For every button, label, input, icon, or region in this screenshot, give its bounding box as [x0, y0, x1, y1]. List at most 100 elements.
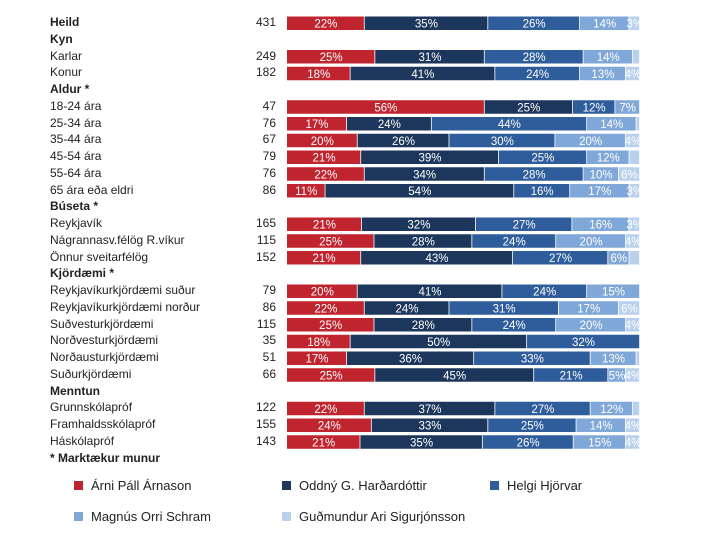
bar-segment: [287, 368, 375, 382]
bar-segment: [629, 251, 640, 265]
bar-value-label: 27%: [531, 404, 554, 416]
bar-value-label: 11%: [295, 186, 317, 198]
bar-value-label: 39%: [418, 153, 441, 165]
bar-value-label: 22%: [314, 303, 337, 315]
bar-value-label: 20%: [311, 136, 334, 148]
bar-segment: [502, 284, 587, 298]
bar-segment: [287, 167, 364, 181]
bar-segment: [287, 418, 371, 432]
row-label: 35-44 ára: [50, 132, 102, 147]
legend-swatch: [74, 481, 83, 490]
bar-segment: [287, 334, 350, 349]
bar-segment: [475, 217, 572, 231]
bar-segment: [608, 368, 626, 382]
legend-swatch: [490, 481, 499, 490]
bar-value-label: 21%: [560, 370, 583, 382]
row-label: Kyn: [50, 31, 73, 46]
bar-segment: [361, 217, 476, 231]
bar-value-label: 6%: [621, 303, 638, 315]
legend-item: Guðmundur Ari Sigurjónsson: [282, 509, 465, 524]
bar-value-label: 32%: [407, 220, 430, 232]
legend-item: Oddný G. Harðardóttir: [282, 478, 427, 493]
bar-segment: [374, 234, 472, 248]
row-count: 86: [262, 182, 276, 197]
bar-segment: [347, 117, 431, 131]
bar-value-label: 3%: [626, 220, 643, 232]
bar-segment: [579, 16, 629, 30]
legend-swatch: [282, 481, 291, 490]
bar-segment: [618, 301, 640, 315]
bar-value-label: 27%: [513, 220, 536, 232]
row-label: 55-64 ára: [50, 165, 102, 180]
row-count: 115: [256, 232, 276, 247]
bar-segment: [629, 150, 640, 164]
bar-segment: [629, 217, 640, 231]
legend-swatch: [282, 512, 291, 521]
row-count: 86: [262, 299, 276, 314]
row-count: 67: [262, 132, 276, 147]
bar-value-label: 20%: [580, 320, 603, 332]
bar-segment: [287, 301, 364, 315]
bar-segment: [629, 16, 640, 30]
bar-value-label: 4%: [625, 236, 642, 248]
bar-segment: [534, 368, 608, 382]
row-label: Reykjavíkurkjördæmi suður: [50, 283, 196, 297]
bar-value-label: 17%: [305, 119, 328, 131]
bar-value-label: 15%: [588, 437, 611, 449]
bar-value-label: 3%: [626, 186, 643, 198]
bar-segment: [625, 418, 640, 432]
bar-value-label: 27%: [549, 253, 572, 265]
bar-value-label: 24%: [378, 119, 401, 131]
legend-label: Oddný G. Harðardóttir: [299, 478, 427, 493]
bar-value-label: 41%: [418, 287, 441, 299]
bar-value-label: 31%: [418, 52, 441, 64]
row-label: Kjördæmi *: [50, 266, 115, 281]
bar-value-label: 16%: [531, 186, 554, 198]
bar-value-label: 24%: [503, 320, 526, 332]
bar-segment: [615, 100, 640, 114]
bar-segment: [287, 184, 325, 198]
bar-segment: [625, 66, 640, 81]
bar-value-label: 22%: [314, 19, 337, 31]
bar-value-label: 25%: [531, 153, 554, 165]
bar-segment: [579, 66, 626, 81]
bar-segment: [371, 418, 488, 432]
bar-value-label: 14%: [593, 19, 616, 31]
bar-value-label: 20%: [580, 236, 603, 248]
row-count: 249: [255, 48, 276, 63]
bar-segment: [587, 150, 629, 164]
row-count: 122: [255, 400, 276, 415]
bar-segment: [618, 167, 640, 181]
bar-segment: [375, 50, 484, 64]
bar-value-label: 28%: [412, 236, 435, 248]
bar-value-label: 21%: [313, 220, 336, 232]
bar-segment: [514, 184, 570, 198]
bar-segment: [287, 351, 347, 365]
bar-segment: [572, 100, 615, 114]
row-count: 431: [255, 15, 276, 29]
bar-segment: [374, 318, 472, 332]
legend-label: Árni Páll Árnason: [91, 478, 192, 493]
row-count: 165: [255, 216, 276, 230]
bar-segment: [364, 167, 484, 181]
legend-swatch: [74, 512, 83, 521]
bar-segment: [375, 368, 534, 382]
bar-segment: [636, 351, 640, 365]
bar-value-label: 26%: [523, 19, 546, 31]
bar-segment: [287, 16, 364, 30]
row-count: 76: [262, 115, 276, 130]
bar-segment: [587, 117, 636, 131]
bar-value-label: 3%: [626, 19, 643, 31]
bar-segment: [449, 133, 555, 148]
row-count: 143: [255, 433, 276, 448]
row-label: Nágrannasv.félög R.víkur: [50, 232, 185, 247]
row-label: Konur: [50, 65, 83, 80]
bar-segment: [474, 351, 590, 365]
bar-segment: [587, 284, 640, 298]
bar-segment: [287, 284, 357, 298]
bar-value-label: 26%: [392, 136, 415, 148]
bar-value-label: 28%: [523, 169, 546, 181]
bar-value-label: 28%: [523, 52, 546, 64]
bar-value-label: 44%: [498, 119, 521, 131]
stacked-bar-chart: 22% 35% 26% 14% 3%25% 31% 28% 14%18% 41% 24% 13% 4%…: [287, 16, 643, 450]
